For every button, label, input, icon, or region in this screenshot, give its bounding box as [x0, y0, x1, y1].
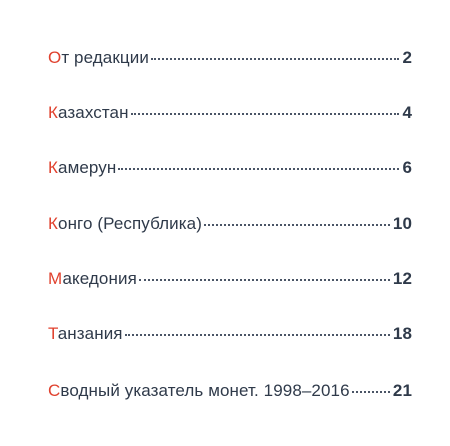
dot-leader [203, 224, 390, 226]
toc-entry-kazakhstan[interactable]: Казахстан 4 [48, 103, 412, 127]
toc-initial: Т [48, 324, 58, 343]
toc-title-rest: т редакции [61, 48, 149, 67]
toc-title: От редакции [48, 48, 149, 68]
toc-title: Танзания [48, 324, 123, 344]
dot-leader [150, 58, 400, 60]
toc-initial: К [48, 214, 59, 233]
toc-title: Камерун [48, 158, 116, 178]
toc-entry-from-editors[interactable]: От редакции 2 [48, 48, 412, 72]
toc-title: Казахстан [48, 103, 129, 123]
toc-entry-tanzania[interactable]: Танзания 18 [48, 324, 412, 348]
toc-initial: О [48, 48, 62, 67]
toc-page-number: 10 [392, 214, 412, 233]
toc-entry-cameroon[interactable]: Камерун 6 [48, 158, 412, 182]
toc-entry-coin-index[interactable]: Сводный указатель монет. 1998–2016 21 [48, 381, 412, 405]
toc-page-number: 12 [392, 269, 412, 288]
toc-initial: С [48, 381, 61, 400]
dot-leader [138, 279, 390, 281]
toc-title-rest: водный указатель монет. 1998–2016 [60, 381, 350, 400]
toc-title-rest: амерун [58, 158, 117, 177]
toc-page-number: 21 [392, 381, 412, 400]
toc-entry-macedonia[interactable]: Македония 12 [48, 269, 412, 293]
toc-title-rest: акедония [62, 269, 137, 288]
toc-initial: К [48, 103, 59, 122]
toc-title: Конго (Республика) [48, 214, 202, 234]
dot-leader [124, 334, 390, 336]
toc-title-rest: онго (Республика) [58, 214, 202, 233]
toc-page-number: 18 [392, 324, 412, 343]
dot-leader [351, 391, 390, 393]
toc-title-rest: азахстан [58, 103, 129, 122]
toc-title: Македония [48, 269, 137, 289]
toc-page-number: 4 [402, 103, 412, 122]
dot-leader [130, 113, 400, 115]
toc-entry-congo[interactable]: Конго (Республика) 10 [48, 214, 412, 238]
toc-title: Сводный указатель монет. 1998–2016 [48, 381, 350, 401]
toc-page-number: 2 [402, 48, 412, 67]
toc-initial: М [48, 269, 63, 288]
toc-initial: К [48, 158, 59, 177]
toc-page-number: 6 [402, 158, 412, 177]
toc-title-rest: анзания [57, 324, 123, 343]
dot-leader [118, 168, 400, 170]
